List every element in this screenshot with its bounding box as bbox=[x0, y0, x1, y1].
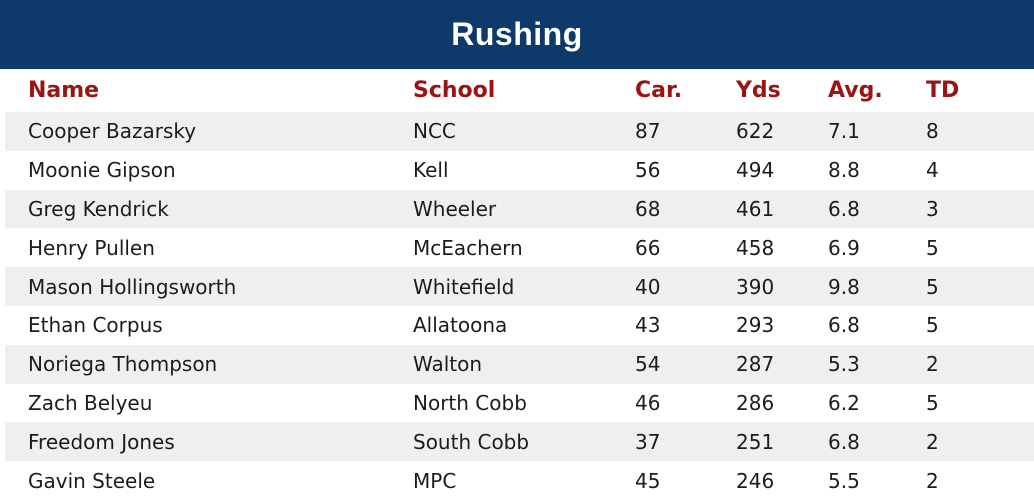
table-row: Greg Kendrick Wheeler 68 461 6.8 3 bbox=[5, 189, 1034, 229]
stats-table: Name School Car. Yds Avg. TD Cooper Baza… bbox=[0, 69, 1034, 500]
cell-yds: 287 bbox=[736, 352, 775, 377]
cell-school: Kell bbox=[413, 158, 449, 183]
cell-avg: 5.5 bbox=[828, 468, 860, 493]
cell-car: 43 bbox=[635, 313, 661, 338]
cell-td: 8 bbox=[926, 119, 939, 144]
col-header-td: TD bbox=[926, 78, 960, 103]
cell-name: Noriega Thompson bbox=[28, 352, 218, 377]
table-row: Gavin Steele MPC 45 246 5.5 2 bbox=[5, 461, 1034, 500]
cell-car: 37 bbox=[635, 429, 661, 454]
cell-td: 2 bbox=[926, 468, 939, 493]
title-bar: Rushing bbox=[0, 0, 1034, 69]
cell-td: 5 bbox=[926, 313, 939, 338]
cell-school: Wheeler bbox=[413, 196, 497, 221]
cell-school: McEachern bbox=[413, 235, 523, 260]
table-row: Mason Hollingsworth Whitefield 40 390 9.… bbox=[5, 267, 1034, 306]
cell-car: 45 bbox=[635, 468, 661, 493]
table-body: Cooper Bazarsky NCC 87 622 7.1 8 Moonie … bbox=[0, 112, 1034, 500]
cell-name: Cooper Bazarsky bbox=[28, 119, 197, 144]
cell-school: North Cobb bbox=[413, 390, 527, 415]
cell-avg: 6.8 bbox=[828, 429, 860, 454]
table-header-row: Name School Car. Yds Avg. TD bbox=[0, 69, 1034, 112]
cell-school: NCC bbox=[413, 119, 456, 144]
page-title: Rushing bbox=[451, 16, 583, 52]
cell-name: Gavin Steele bbox=[28, 468, 156, 493]
table-row: Zach Belyeu North Cobb 46 286 6.2 5 bbox=[5, 384, 1034, 423]
cell-td: 4 bbox=[926, 158, 939, 183]
cell-school: Whitefield bbox=[413, 274, 515, 299]
col-header-car: Car. bbox=[635, 78, 683, 103]
cell-school: Allatoona bbox=[413, 313, 508, 338]
cell-avg: 6.8 bbox=[828, 196, 860, 221]
cell-car: 40 bbox=[635, 274, 661, 299]
cell-name: Greg Kendrick bbox=[28, 196, 169, 221]
cell-avg: 7.1 bbox=[828, 119, 860, 144]
cell-name: Mason Hollingsworth bbox=[28, 274, 237, 299]
cell-td: 2 bbox=[926, 429, 939, 454]
cell-car: 87 bbox=[635, 119, 661, 144]
col-header-school: School bbox=[413, 78, 496, 103]
table-row: Henry Pullen McEachern 66 458 6.9 5 bbox=[5, 228, 1034, 267]
cell-name: Ethan Corpus bbox=[28, 313, 163, 338]
cell-td: 3 bbox=[926, 196, 939, 221]
cell-school: South Cobb bbox=[413, 429, 530, 454]
cell-td: 2 bbox=[926, 352, 939, 377]
cell-yds: 246 bbox=[736, 468, 775, 493]
cell-yds: 390 bbox=[736, 274, 775, 299]
cell-avg: 9.8 bbox=[828, 274, 860, 299]
table-row: Noriega Thompson Walton 54 287 5.3 2 bbox=[5, 344, 1034, 384]
col-header-yds: Yds bbox=[736, 78, 781, 103]
cell-yds: 286 bbox=[736, 390, 775, 415]
table-row: Ethan Corpus Allatoona 43 293 6.8 5 bbox=[5, 306, 1034, 345]
col-header-avg: Avg. bbox=[828, 78, 883, 103]
table-row: Cooper Bazarsky NCC 87 622 7.1 8 bbox=[5, 112, 1034, 151]
cell-car: 68 bbox=[635, 196, 661, 221]
cell-car: 56 bbox=[635, 158, 661, 183]
cell-avg: 6.2 bbox=[828, 390, 860, 415]
cell-yds: 494 bbox=[736, 158, 775, 183]
cell-td: 5 bbox=[926, 235, 939, 260]
cell-avg: 6.8 bbox=[828, 313, 860, 338]
cell-name: Moonie Gipson bbox=[28, 158, 176, 183]
cell-car: 54 bbox=[635, 352, 661, 377]
cell-yds: 293 bbox=[736, 313, 775, 338]
cell-avg: 6.9 bbox=[828, 235, 860, 260]
cell-td: 5 bbox=[926, 390, 939, 415]
cell-yds: 622 bbox=[736, 119, 775, 144]
cell-td: 5 bbox=[926, 274, 939, 299]
cell-name: Freedom Jones bbox=[28, 429, 175, 454]
cell-car: 46 bbox=[635, 390, 661, 415]
table-row: Freedom Jones South Cobb 37 251 6.8 2 bbox=[5, 422, 1034, 462]
cell-name: Zach Belyeu bbox=[28, 390, 153, 415]
cell-avg: 5.3 bbox=[828, 352, 860, 377]
cell-car: 66 bbox=[635, 235, 661, 260]
cell-yds: 458 bbox=[736, 235, 775, 260]
cell-yds: 461 bbox=[736, 196, 775, 221]
cell-name: Henry Pullen bbox=[28, 235, 155, 260]
cell-school: MPC bbox=[413, 468, 457, 493]
cell-avg: 8.8 bbox=[828, 158, 860, 183]
col-header-name: Name bbox=[28, 78, 100, 103]
cell-yds: 251 bbox=[736, 429, 775, 454]
cell-school: Walton bbox=[413, 352, 483, 377]
table-row: Moonie Gipson Kell 56 494 8.8 4 bbox=[5, 151, 1034, 190]
